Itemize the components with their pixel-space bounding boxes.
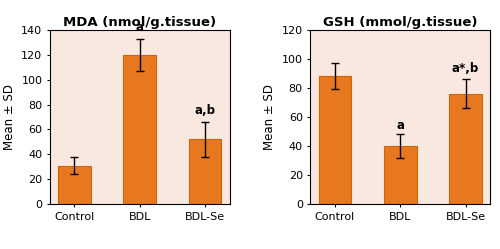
Bar bbox=[189, 139, 222, 204]
Title: GSH (mmol/g.tissue): GSH (mmol/g.tissue) bbox=[323, 16, 478, 29]
Text: a,b: a,b bbox=[194, 104, 216, 117]
Y-axis label: Mean ± SD: Mean ± SD bbox=[2, 84, 16, 150]
Text: a: a bbox=[136, 21, 144, 34]
Text: a: a bbox=[396, 119, 404, 131]
Text: a*,b: a*,b bbox=[452, 62, 479, 75]
Bar bbox=[124, 55, 156, 204]
Bar bbox=[384, 146, 416, 204]
Bar bbox=[58, 166, 91, 204]
Title: MDA (nmol/g.tissue): MDA (nmol/g.tissue) bbox=[63, 16, 216, 29]
Bar bbox=[318, 76, 351, 204]
Y-axis label: Mean ± SD: Mean ± SD bbox=[263, 84, 276, 150]
Bar bbox=[449, 94, 482, 204]
